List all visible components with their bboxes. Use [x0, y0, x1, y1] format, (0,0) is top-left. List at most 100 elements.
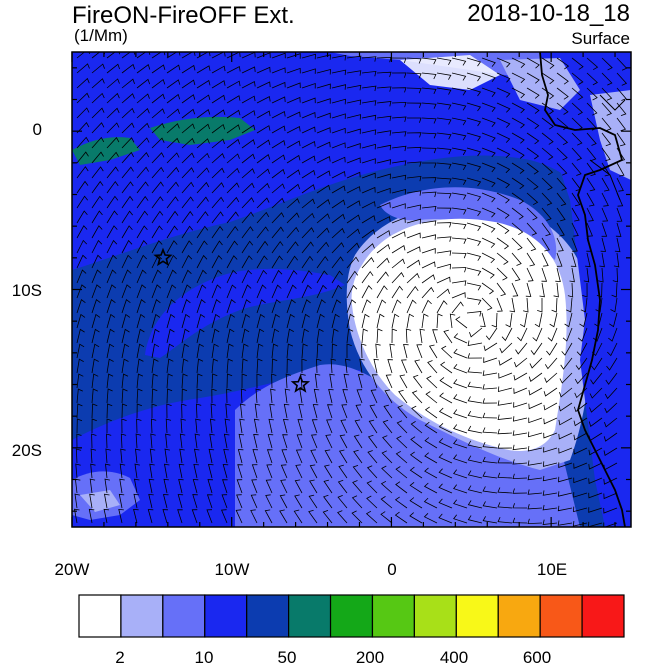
wind-barb	[151, 299, 161, 314]
wind-barb	[166, 181, 179, 194]
wind-barb	[601, 177, 610, 192]
wind-barb	[451, 102, 467, 111]
wind-barb	[526, 147, 540, 160]
wind-barb	[226, 240, 239, 254]
wind-barb	[590, 357, 603, 371]
wind-barb	[268, 418, 274, 434]
wind-barb	[365, 510, 378, 524]
wind-barb	[547, 327, 558, 342]
wind-barb	[541, 177, 553, 191]
wind-barb	[256, 182, 270, 194]
wind-barb	[331, 142, 346, 149]
wind-barb	[280, 479, 288, 494]
wind-barb	[555, 267, 561, 283]
wind-barb	[241, 139, 256, 149]
wind-barb	[151, 78, 166, 89]
wind-barb	[106, 358, 114, 374]
wind-barb	[496, 297, 503, 312]
wind-barb	[543, 387, 558, 397]
wind-barb	[427, 360, 438, 374]
wind-barb	[226, 167, 240, 179]
wind-barb	[481, 252, 496, 264]
wind-barb	[76, 210, 88, 224]
wind-barb	[438, 407, 453, 419]
wind-barb	[391, 313, 400, 329]
wind-barb	[241, 328, 250, 344]
units-label: (1/Mm)	[74, 26, 128, 45]
wind-barb	[211, 269, 222, 284]
wind-barb	[582, 282, 588, 298]
wind-barb	[515, 342, 528, 355]
wind-barb	[436, 288, 450, 299]
wind-barb	[355, 404, 363, 419]
wind-barb	[481, 102, 496, 112]
wind-barb	[567, 282, 574, 298]
wind-barb	[241, 299, 251, 314]
wind-barb	[337, 479, 348, 494]
wind-barb	[481, 177, 496, 188]
wind-barb	[266, 449, 273, 464]
wind-barb	[346, 84, 362, 91]
wind-barb	[224, 418, 231, 434]
wind-barb	[373, 358, 379, 374]
wind-barb	[135, 448, 141, 464]
wind-barb	[616, 177, 624, 192]
wind-barb	[381, 465, 393, 479]
wind-barb	[286, 270, 298, 284]
wind-barb	[250, 509, 258, 524]
wind-barb	[571, 57, 584, 70]
wind-barb	[105, 463, 111, 479]
wind-barb	[613, 252, 620, 268]
wind-barb	[391, 145, 407, 152]
north-lavender-patch	[500, 58, 580, 110]
wind-barb	[438, 513, 453, 524]
wind-barb	[226, 226, 239, 239]
wind-barb	[118, 508, 124, 524]
wind-barb	[436, 276, 451, 284]
colorbar-label: 2	[115, 648, 125, 667]
wind-barb	[196, 373, 203, 389]
wind-barb	[151, 137, 165, 149]
wind-barb	[76, 92, 90, 104]
wind-barb	[256, 168, 270, 179]
wind-barb	[196, 138, 210, 149]
wind-barb	[121, 269, 132, 284]
wind-barb	[589, 387, 603, 399]
wind-barb	[256, 373, 262, 389]
wind-barb	[226, 284, 237, 299]
wind-barb	[406, 102, 422, 109]
wind-barb	[256, 313, 266, 329]
wind-barb	[121, 328, 130, 344]
wind-barb	[211, 313, 221, 329]
wind-barb	[453, 348, 468, 359]
wind-barb	[346, 343, 352, 358]
wind-barb	[147, 509, 154, 524]
wind-barb	[466, 87, 482, 97]
wind-barb	[556, 57, 570, 70]
wind-barb	[573, 492, 588, 498]
wind-barb	[151, 403, 157, 418]
wind-barb	[166, 210, 179, 224]
wind-barb	[222, 464, 229, 479]
wind-barb	[166, 358, 174, 374]
wind-barb	[207, 463, 214, 479]
wind-barb	[421, 147, 437, 154]
wind-barb	[556, 177, 567, 191]
wind-barb	[603, 447, 618, 457]
wind-barb	[136, 343, 145, 359]
wind-barb	[586, 57, 599, 71]
level-label: Surface	[571, 29, 630, 48]
wind-barb	[453, 363, 468, 374]
colorbar-swatch	[162, 594, 206, 638]
wind-barb	[164, 448, 170, 464]
wind-barb	[241, 197, 255, 209]
wind-barb	[256, 110, 271, 119]
wind-barb	[385, 374, 393, 389]
wind-barb	[196, 52, 211, 59]
wind-barb	[609, 312, 618, 328]
wind-barb	[136, 299, 146, 314]
wind-barb	[546, 342, 558, 356]
wind-barb	[121, 210, 134, 224]
wind-barb	[106, 181, 119, 194]
wind-barb	[352, 480, 363, 494]
